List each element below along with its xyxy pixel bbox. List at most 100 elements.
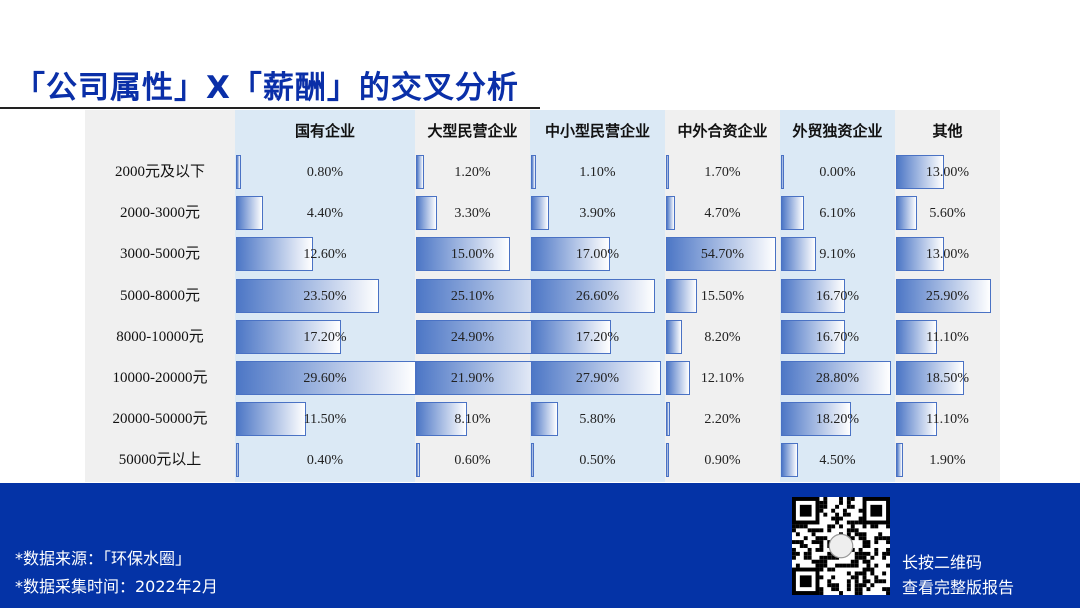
bar <box>236 443 239 478</box>
data-label: 0.80% <box>306 165 344 180</box>
bar <box>531 237 611 272</box>
data-label: 17.20% <box>575 329 620 345</box>
data-label: 3.90% <box>579 206 616 222</box>
data-label: 0.40% <box>306 453 344 469</box>
data-label: 2.20% <box>704 412 741 428</box>
data-label: 12.60% <box>303 247 347 263</box>
row-label: 8000-10000元 <box>116 328 204 345</box>
bar <box>896 155 944 189</box>
data-label: 3.30% <box>454 206 491 222</box>
bar <box>896 361 964 395</box>
bar <box>781 319 845 354</box>
data-label: 28.80% <box>815 371 860 386</box>
data-label: 11.10% <box>926 329 969 345</box>
data-time: *数据采集时间：2022年2月 <box>15 577 218 596</box>
bar <box>531 319 612 354</box>
data-label: 54.70% <box>700 247 745 263</box>
bar <box>781 155 784 189</box>
bar <box>531 196 550 231</box>
bar <box>531 402 559 437</box>
data-label: 6.10% <box>819 206 856 222</box>
data-label: 5.80% <box>579 412 616 428</box>
data-label: 0.60% <box>454 453 491 469</box>
data-label: 27.90% <box>575 371 620 386</box>
data-label: 17.00% <box>575 247 620 263</box>
cross-analysis-table: 2000元及以下 2000-3000元 3000-5000元 5000-8000元 80… <box>85 110 1000 482</box>
column-header: 中外合资企业 <box>677 122 768 140</box>
bar <box>416 237 511 272</box>
data-label: 23.50% <box>303 288 347 304</box>
bar <box>531 278 655 313</box>
qr-cta-line1: 长按二维码 <box>902 553 983 572</box>
data-label: 24.90% <box>450 329 495 345</box>
bar <box>781 278 845 313</box>
data-label: 1.10% <box>579 165 616 180</box>
data-label: 18.50% <box>925 371 970 386</box>
bar <box>236 278 379 313</box>
data-label: 0.90% <box>704 453 741 469</box>
data-label: 16.70% <box>815 329 860 345</box>
data-label: 15.00% <box>450 247 495 263</box>
data-label: 13.00% <box>925 165 970 180</box>
bar <box>666 402 671 437</box>
bar <box>666 361 691 395</box>
row-label: 2000-3000元 <box>120 205 200 222</box>
data-label: 1.20% <box>454 165 491 180</box>
data-label: 8.10% <box>454 412 491 428</box>
data-label: 9.10% <box>819 247 856 263</box>
bar <box>416 443 420 478</box>
bar <box>896 319 937 354</box>
bar <box>416 196 437 231</box>
qr-cta-line2: 查看完整版报告 <box>902 578 1015 597</box>
bar <box>666 443 669 478</box>
column-header: 大型民营企业 <box>427 122 518 140</box>
bar <box>531 361 661 395</box>
data-source: *数据来源：「环保水圈」 <box>15 549 192 568</box>
data-label: 4.70% <box>704 206 741 222</box>
bar <box>531 155 537 189</box>
column-header: 其他 <box>932 122 963 140</box>
bar <box>416 361 554 395</box>
bar <box>896 237 944 272</box>
data-label: 13.00% <box>925 247 970 263</box>
bar <box>236 319 341 354</box>
qr-code-icon[interactable] <box>792 497 890 595</box>
bar <box>896 196 917 231</box>
data-label: 16.70% <box>815 288 860 304</box>
row-label: 3000-5000元 <box>120 246 200 263</box>
bar <box>781 196 805 231</box>
data-label: 8.20% <box>704 329 741 345</box>
title-divider <box>0 107 540 109</box>
data-label: 26.60% <box>575 288 620 304</box>
bar <box>781 402 851 437</box>
bar <box>666 196 676 231</box>
bar <box>236 237 313 272</box>
data-label: 0.50% <box>579 453 616 469</box>
bar <box>666 155 670 189</box>
row-label: 50000元以上 <box>118 452 202 469</box>
data-label: 12.10% <box>700 371 745 386</box>
data-label: 0.00% <box>819 165 856 180</box>
data-label: 4.50% <box>819 453 856 469</box>
data-label: 1.90% <box>929 453 966 469</box>
bar <box>236 361 416 395</box>
bar <box>781 237 816 272</box>
bar <box>781 361 891 395</box>
bar <box>896 443 903 478</box>
bar <box>416 402 467 437</box>
data-label: 17.20% <box>303 329 347 345</box>
bar <box>416 155 424 189</box>
data-label: 11.10% <box>926 412 969 428</box>
row-label: 10000-20000元 <box>112 370 208 386</box>
page-title: 「公司属性」X「薪酬」的交叉分析 <box>14 70 519 106</box>
data-label: 25.90% <box>925 288 970 304</box>
bar <box>666 237 776 272</box>
footer: *数据来源：「环保水圈」 *数据采集时间：2022年2月 长按二维码 查看完整版… <box>0 483 1080 608</box>
column-header: 中小型民营企业 <box>544 122 650 140</box>
bar <box>236 196 263 231</box>
data-label: 4.40% <box>306 206 344 222</box>
data-label: 18.20% <box>815 412 860 428</box>
column-header: 国有企业 <box>294 122 355 140</box>
row-label: 5000-8000元 <box>120 287 200 304</box>
bar <box>781 443 799 478</box>
